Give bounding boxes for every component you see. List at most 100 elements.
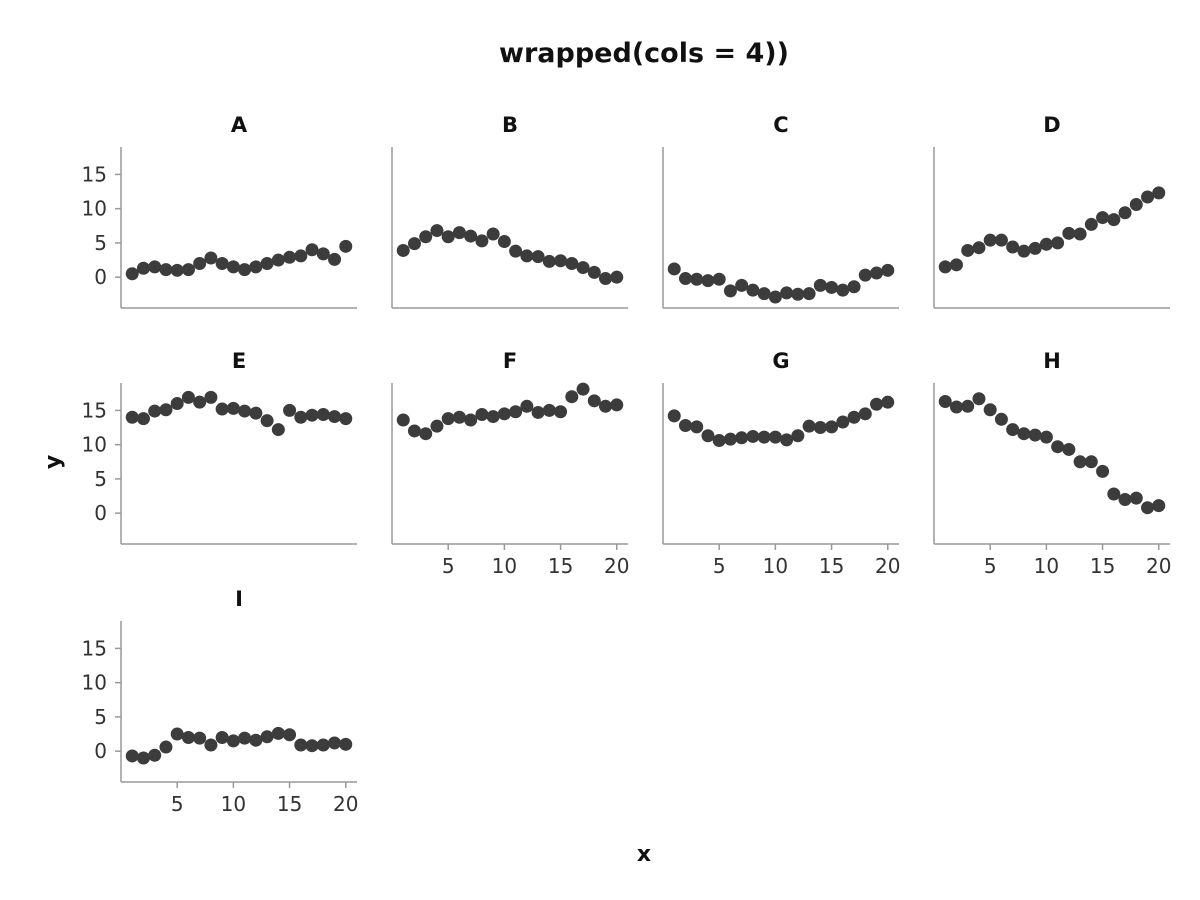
- data-point: [1006, 240, 1020, 254]
- data-point: [768, 290, 782, 304]
- data-point: [475, 234, 489, 248]
- data-point: [1062, 226, 1076, 240]
- y-tick-label: 0: [94, 265, 107, 289]
- y-axis-label: y: [41, 455, 66, 469]
- data-point: [825, 280, 839, 294]
- data-point: [441, 412, 455, 426]
- facet-title-d: D: [1043, 113, 1060, 137]
- data-point: [464, 229, 478, 243]
- facet-title-g: G: [772, 349, 789, 373]
- data-point: [1129, 491, 1143, 505]
- x-tick-label: 15: [819, 554, 844, 578]
- data-point: [610, 398, 624, 412]
- data-point: [339, 737, 353, 751]
- data-point: [1107, 213, 1121, 227]
- data-point: [1096, 464, 1110, 478]
- y-tick-label: 5: [94, 231, 107, 255]
- data-point: [542, 254, 556, 268]
- data-point: [1073, 455, 1087, 469]
- data-point: [181, 730, 195, 744]
- x-tick-label: 10: [221, 792, 246, 816]
- data-point: [961, 399, 975, 413]
- facet-panel-d: D: [933, 113, 1170, 309]
- x-tick-label: 20: [604, 554, 629, 578]
- data-point: [441, 230, 455, 244]
- data-point: [520, 249, 534, 263]
- data-point: [283, 403, 297, 417]
- y-tick-label: 10: [82, 671, 107, 695]
- data-point: [520, 399, 534, 413]
- data-point: [159, 740, 173, 754]
- x-tick-label: 5: [171, 792, 184, 816]
- y-tick-label: 0: [94, 739, 107, 763]
- data-point: [746, 429, 760, 443]
- facet-title-b: B: [502, 113, 518, 137]
- data-point: [587, 394, 601, 408]
- data-point: [610, 270, 624, 284]
- data-point: [193, 395, 207, 409]
- data-point: [1152, 186, 1166, 200]
- data-point: [1017, 244, 1031, 258]
- data-point: [972, 392, 986, 406]
- data-point: [858, 407, 872, 421]
- data-point: [475, 408, 489, 422]
- data-point: [125, 749, 139, 763]
- y-tick-label: 15: [82, 636, 107, 660]
- data-point: [949, 400, 963, 414]
- data-point: [1062, 442, 1076, 456]
- data-point: [226, 401, 240, 415]
- data-point: [531, 405, 545, 419]
- data-point: [1039, 237, 1053, 251]
- x-tick-label: 20: [875, 554, 900, 578]
- chart-title: wrapped(cols = 4)): [499, 38, 789, 69]
- data-point: [181, 263, 195, 277]
- data-point: [1141, 190, 1155, 204]
- data-point: [328, 736, 342, 750]
- data-point: [531, 250, 545, 264]
- data-point: [813, 421, 827, 435]
- data-point: [554, 254, 568, 268]
- data-point: [780, 286, 794, 300]
- data-point: [949, 258, 963, 272]
- data-point: [316, 408, 330, 422]
- data-point: [509, 244, 523, 258]
- data-point: [802, 287, 816, 301]
- data-point: [746, 283, 760, 297]
- data-point: [938, 260, 952, 274]
- facet-panel-g: G 5 10 15 20: [662, 349, 900, 578]
- data-point: [305, 408, 319, 422]
- x-tick-label: 15: [548, 554, 573, 578]
- x-tick-label: 5: [984, 554, 997, 578]
- y-tick-label: 15: [82, 162, 107, 186]
- facet-title-f: F: [503, 349, 517, 373]
- data-point: [757, 287, 771, 301]
- data-point: [181, 390, 195, 404]
- data-point: [170, 263, 184, 277]
- data-point: [148, 748, 162, 762]
- x-tick-label: 20: [1146, 554, 1171, 578]
- data-point: [1129, 198, 1143, 212]
- data-point: [249, 733, 263, 747]
- data-point: [125, 410, 139, 424]
- data-point: [825, 420, 839, 434]
- data-point: [1028, 241, 1042, 255]
- x-tick-label: 10: [492, 554, 517, 578]
- data-point: [870, 397, 884, 411]
- data-point: [791, 429, 805, 443]
- facet-title-a: A: [231, 113, 248, 137]
- data-point: [678, 272, 692, 286]
- data-point: [148, 260, 162, 274]
- facet-title-e: E: [232, 349, 246, 373]
- data-point: [238, 731, 252, 745]
- data-point: [226, 734, 240, 748]
- data-point: [1096, 211, 1110, 225]
- data-point: [305, 243, 319, 257]
- facet-panel-f: F 5 10 15 20: [391, 349, 629, 578]
- facet-panel-c: C: [662, 113, 899, 309]
- data-point: [870, 266, 884, 280]
- data-point: [847, 280, 861, 294]
- data-point: [260, 730, 274, 744]
- data-point: [757, 430, 771, 444]
- data-point: [599, 399, 613, 413]
- data-point: [204, 251, 218, 265]
